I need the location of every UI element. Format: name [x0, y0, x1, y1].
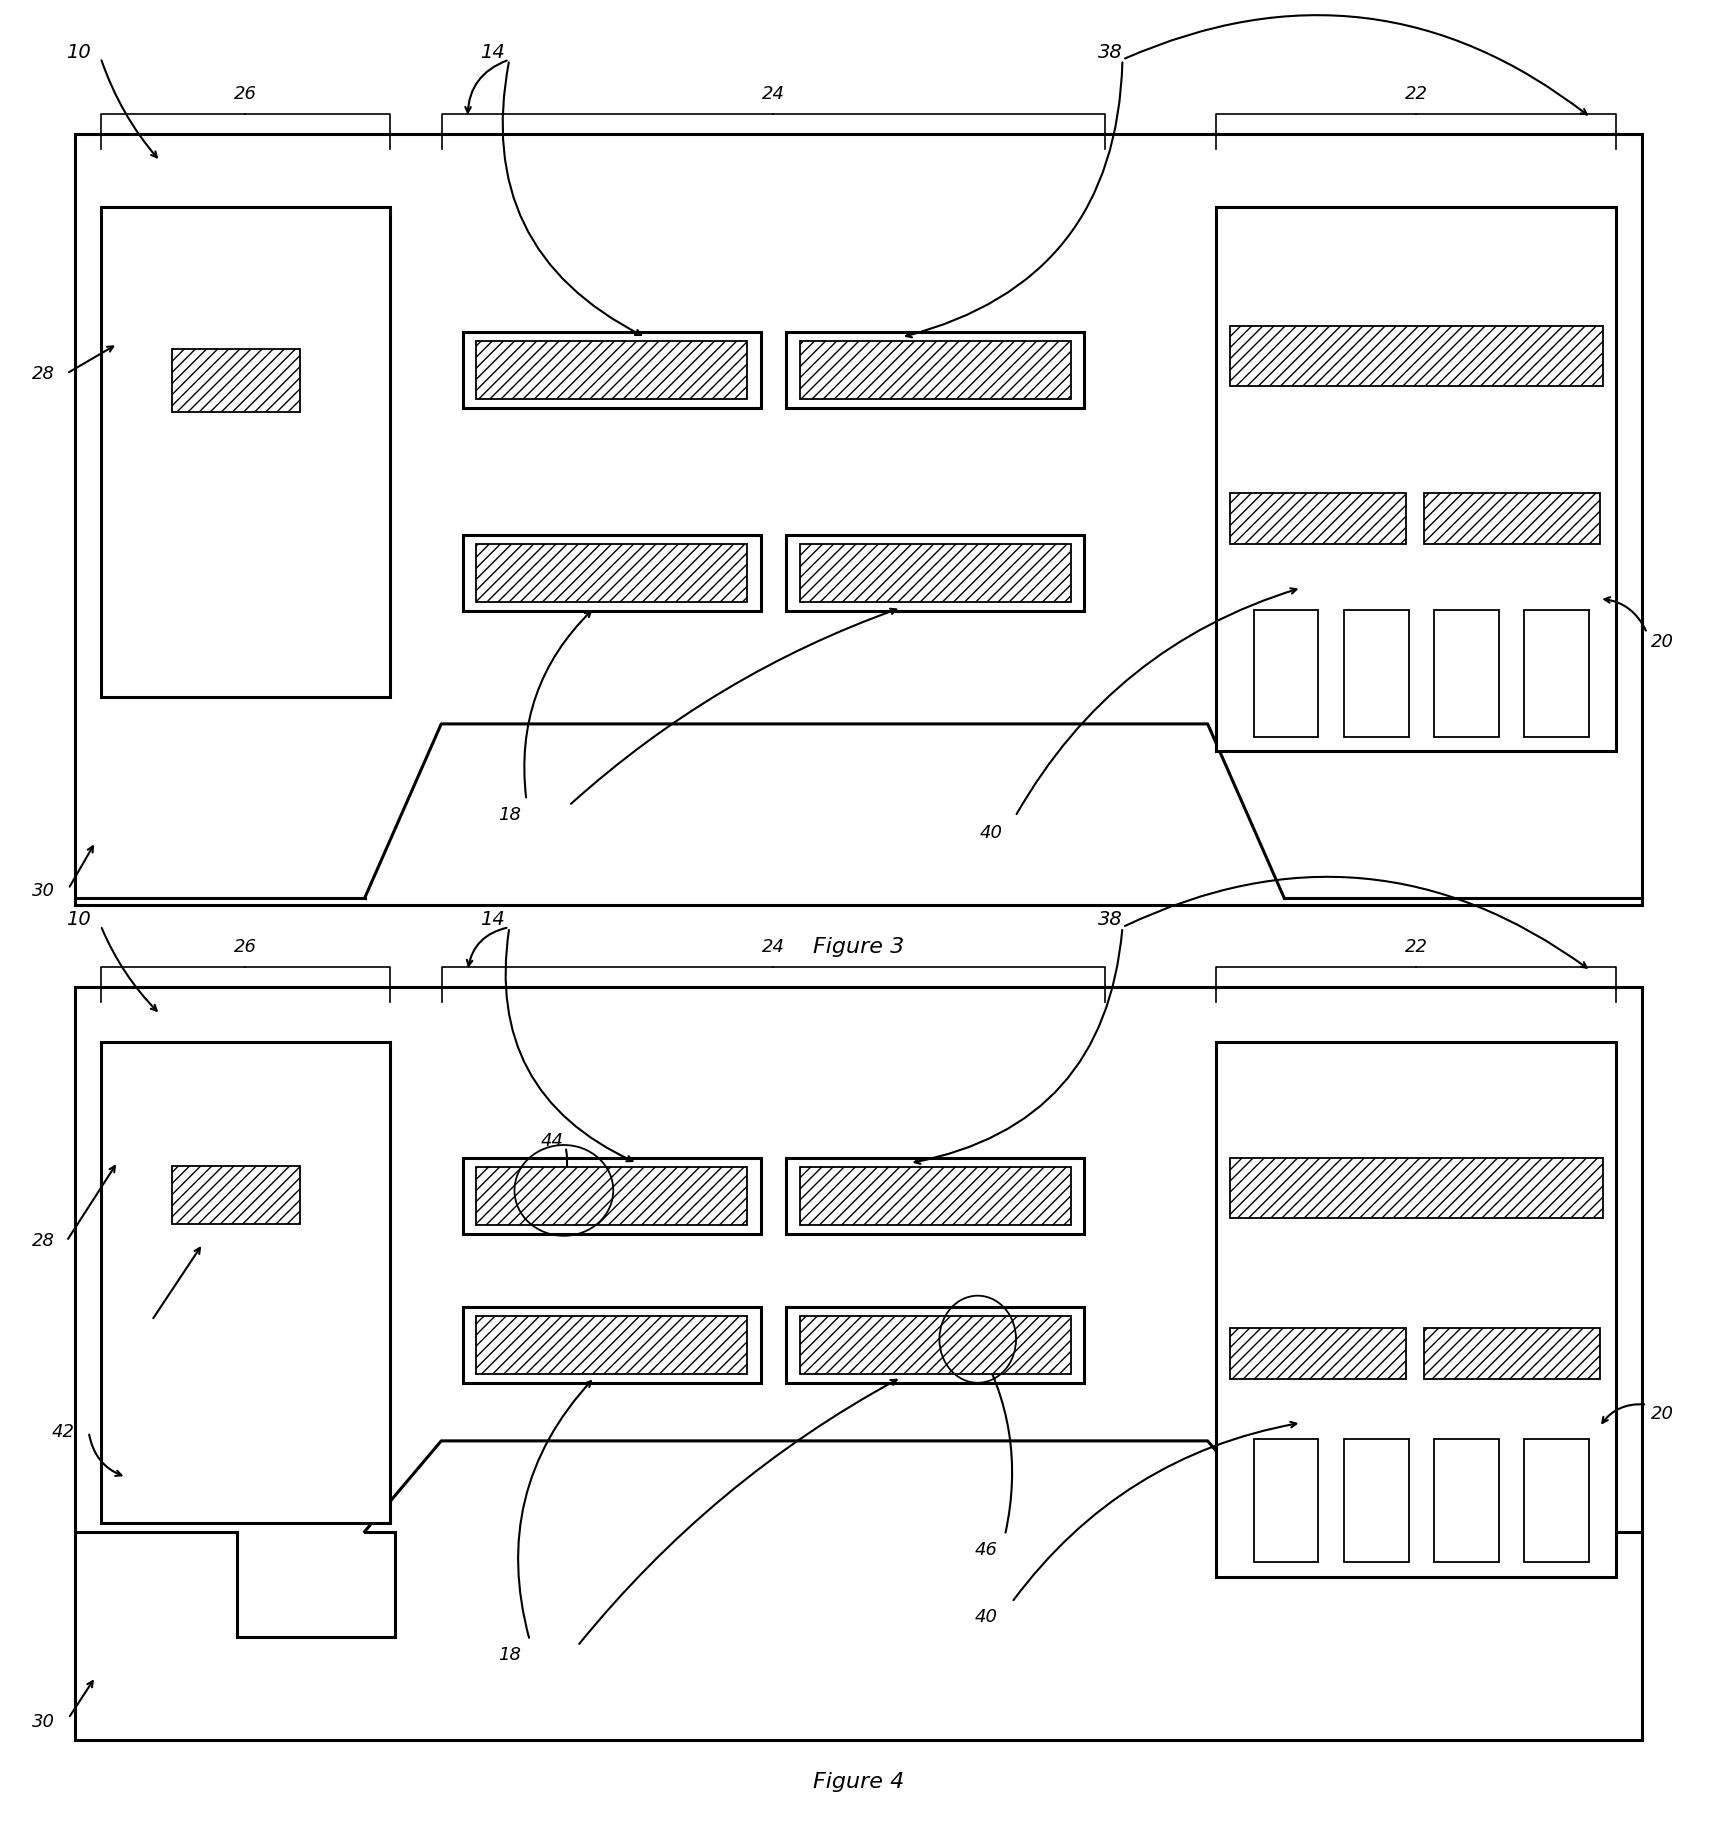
Bar — [786, 1306, 1083, 1383]
Bar — [76, 134, 1641, 905]
Bar — [76, 988, 1641, 1741]
Text: 30: 30 — [31, 882, 55, 900]
Bar — [1344, 1439, 1408, 1562]
Bar — [1525, 609, 1590, 737]
Text: 38: 38 — [1099, 911, 1123, 929]
Bar — [786, 536, 1083, 611]
Bar — [786, 1158, 1083, 1235]
Bar — [476, 1167, 747, 1225]
Text: 30: 30 — [31, 1714, 55, 1732]
Text: 14: 14 — [481, 911, 505, 929]
Text: 18: 18 — [498, 1646, 520, 1664]
Text: 18: 18 — [498, 805, 520, 823]
Bar — [172, 1167, 300, 1224]
Bar — [786, 331, 1083, 408]
Bar — [800, 340, 1070, 399]
Text: 38: 38 — [1099, 42, 1123, 62]
Bar — [1434, 609, 1499, 737]
Text: 26: 26 — [234, 86, 258, 102]
Bar — [1229, 1328, 1406, 1379]
Text: 24: 24 — [762, 86, 785, 102]
Bar — [800, 1315, 1070, 1374]
Bar — [101, 207, 390, 697]
Bar — [476, 1315, 747, 1374]
Bar — [1253, 609, 1319, 737]
Bar — [1253, 1439, 1319, 1562]
Text: 10: 10 — [65, 42, 91, 62]
Text: 24: 24 — [762, 938, 785, 957]
Bar — [1216, 1041, 1616, 1577]
Text: 46: 46 — [975, 1540, 998, 1558]
Text: 10: 10 — [65, 911, 91, 929]
Bar — [462, 1306, 761, 1383]
Bar — [462, 1158, 761, 1235]
Bar — [800, 1167, 1070, 1225]
Bar — [101, 1041, 390, 1522]
Text: 26: 26 — [234, 938, 258, 957]
Text: 28: 28 — [31, 364, 55, 382]
Text: Figure 4: Figure 4 — [812, 1772, 905, 1792]
Bar — [462, 331, 761, 408]
Text: 20: 20 — [1650, 633, 1674, 651]
Text: 40: 40 — [980, 823, 1003, 841]
Text: 20: 20 — [1650, 1405, 1674, 1423]
Bar — [1216, 207, 1616, 752]
Bar — [462, 536, 761, 611]
Bar — [1525, 1439, 1590, 1562]
Bar — [1229, 494, 1406, 545]
Bar — [476, 545, 747, 602]
Text: 22: 22 — [1405, 86, 1429, 102]
Text: 14: 14 — [481, 42, 505, 62]
Bar — [1229, 326, 1602, 386]
Bar — [1229, 1158, 1602, 1218]
Text: 28: 28 — [31, 1233, 55, 1251]
Bar — [476, 340, 747, 399]
Bar — [1344, 609, 1408, 737]
Bar — [172, 349, 300, 413]
Text: 42: 42 — [52, 1423, 76, 1441]
Bar — [1434, 1439, 1499, 1562]
Bar — [800, 545, 1070, 602]
Bar — [1425, 1328, 1600, 1379]
Text: Figure 3: Figure 3 — [812, 936, 905, 957]
Text: 40: 40 — [975, 1608, 998, 1626]
Bar — [1425, 494, 1600, 545]
Text: 44: 44 — [541, 1132, 563, 1150]
Text: 22: 22 — [1405, 938, 1429, 957]
